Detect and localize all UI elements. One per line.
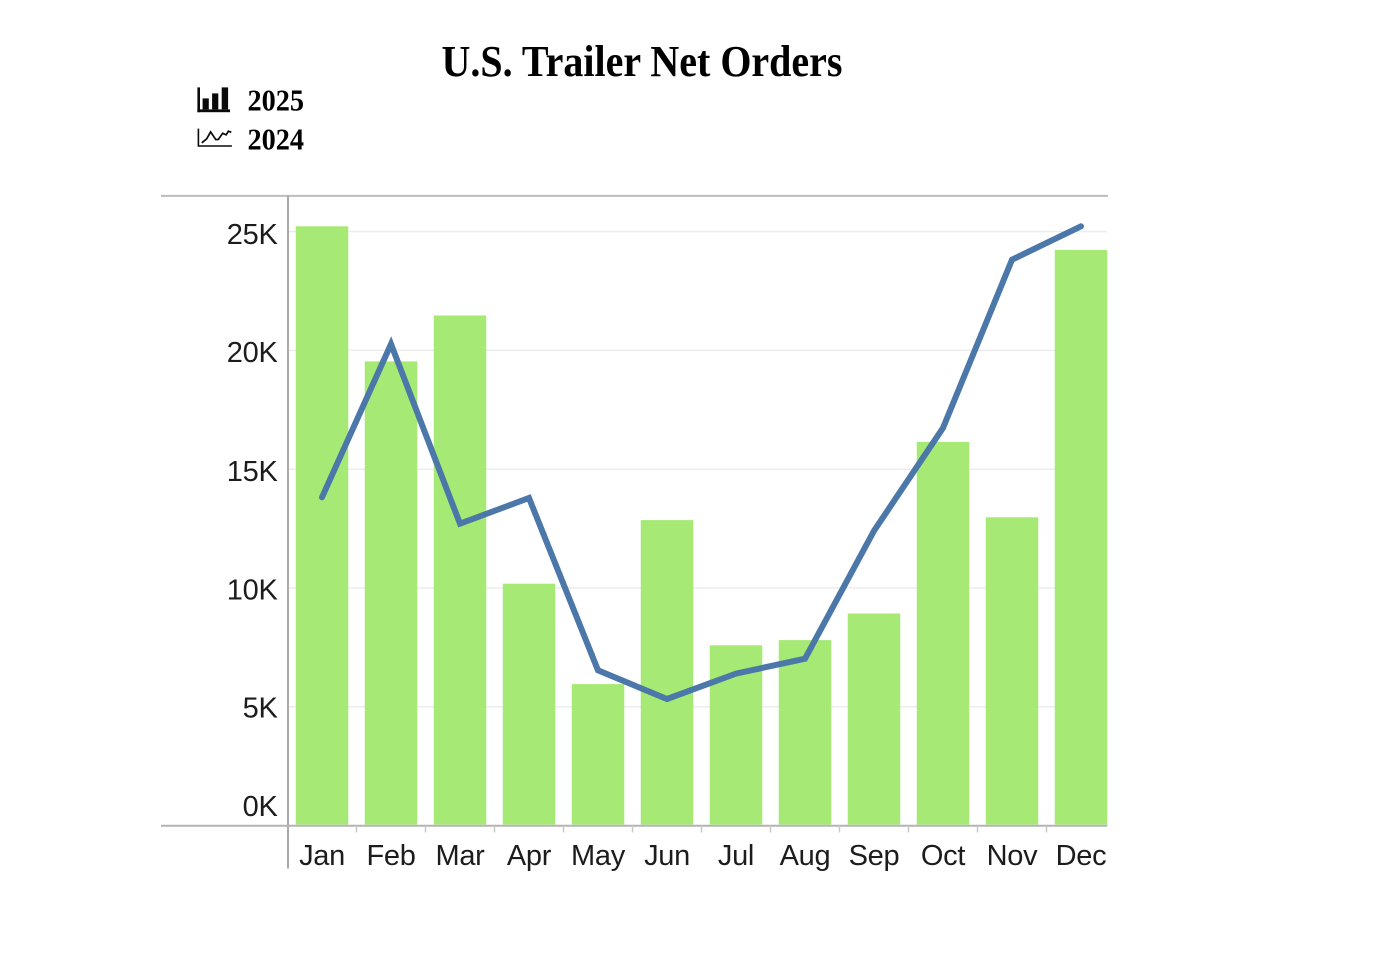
svg-text:Oct: Oct <box>921 840 965 872</box>
svg-text:U.S. Trailer Net Orders: U.S. Trailer Net Orders <box>442 37 843 86</box>
svg-text:10K: 10K <box>227 575 279 607</box>
svg-text:Jun: Jun <box>644 840 690 872</box>
svg-text:Nov: Nov <box>987 840 1038 872</box>
svg-text:Sep: Sep <box>849 840 900 872</box>
svg-text:2025: 2025 <box>248 83 305 118</box>
svg-text:Mar: Mar <box>435 840 485 872</box>
svg-text:Jul: Jul <box>718 840 754 872</box>
svg-text:May: May <box>571 840 626 872</box>
svg-text:5K: 5K <box>243 692 279 724</box>
svg-text:Apr: Apr <box>507 840 552 872</box>
svg-text:0K: 0K <box>243 791 279 823</box>
svg-text:15K: 15K <box>227 456 279 488</box>
svg-text:20K: 20K <box>227 337 279 369</box>
svg-text:Dec: Dec <box>1056 840 1107 872</box>
svg-text:2024: 2024 <box>248 122 305 157</box>
svg-text:Feb: Feb <box>366 840 415 872</box>
svg-text:25K: 25K <box>227 219 279 251</box>
svg-text:Aug: Aug <box>780 840 831 872</box>
svg-text:Jan: Jan <box>299 840 345 872</box>
